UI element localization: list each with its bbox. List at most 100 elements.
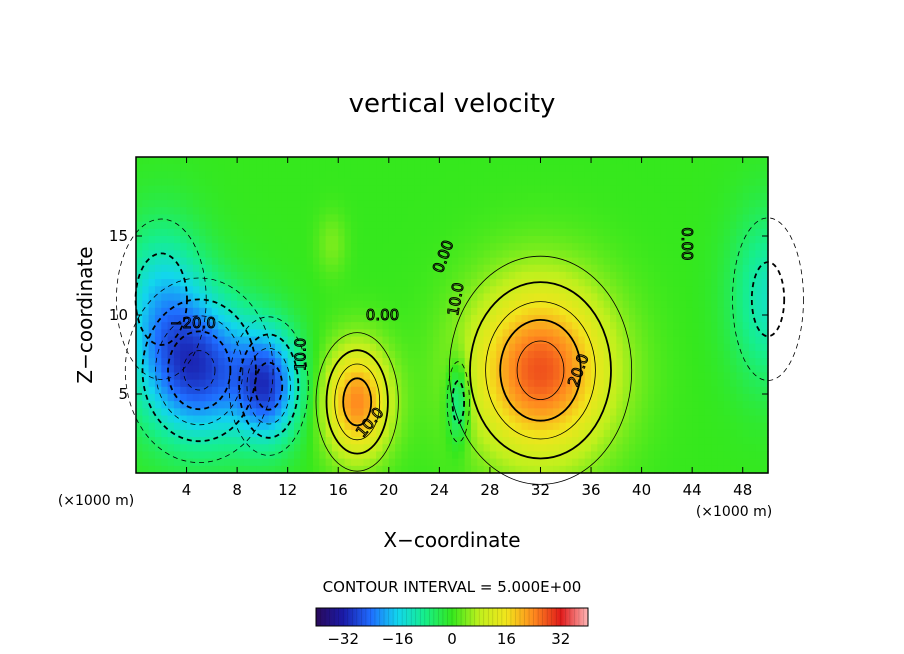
field-cell: [654, 422, 662, 431]
field-cell: [331, 178, 339, 187]
field-cell: [610, 444, 617, 453]
field-cell: [565, 236, 573, 244]
field-cell: [698, 200, 706, 208]
field-cell: [395, 171, 403, 180]
field-cell: [186, 372, 194, 381]
field-cell: [180, 458, 188, 467]
field-cell: [654, 408, 662, 417]
field-cell: [300, 379, 308, 388]
field-cell: [489, 315, 497, 323]
field-cell: [489, 200, 497, 208]
field-cell: [173, 264, 181, 273]
field-cell: [325, 329, 333, 338]
field-cell: [584, 264, 592, 273]
field-cell: [679, 185, 687, 194]
field-cell: [508, 465, 516, 474]
field-cell: [647, 286, 655, 295]
field-cell: [148, 200, 156, 208]
field-cell: [363, 271, 371, 280]
field-cell: [445, 465, 453, 474]
field-cell: [527, 343, 535, 352]
field-cell: [736, 372, 744, 381]
field-cell: [148, 264, 156, 273]
field-cell: [224, 336, 232, 345]
field-cell: [717, 300, 725, 309]
field-cell: [148, 379, 156, 388]
field-cell: [489, 264, 497, 273]
field-cell: [249, 192, 257, 201]
field-cell: [685, 365, 693, 374]
field-cell: [192, 458, 200, 467]
field-cell: [338, 365, 346, 374]
field-cell: [647, 465, 655, 474]
field-cell: [331, 329, 339, 338]
field-cell: [635, 214, 643, 223]
field-cell: [224, 307, 232, 316]
field-cell: [603, 315, 611, 323]
field-cell: [603, 386, 611, 395]
field-cell: [395, 157, 403, 165]
field-cell: [363, 350, 371, 359]
field-cell: [521, 207, 529, 216]
field-cell: [565, 372, 573, 381]
field-cell: [730, 422, 737, 431]
field-cell: [249, 422, 257, 431]
field-cell: [679, 221, 687, 230]
field-cell: [647, 437, 655, 445]
field-cell: [477, 279, 485, 287]
field-cell: [338, 257, 346, 266]
field-cell: [641, 329, 649, 338]
field-cell: [300, 429, 308, 438]
field-cell: [565, 315, 573, 323]
field-cell: [300, 465, 308, 474]
field-cell: [287, 322, 295, 330]
field-cell: [445, 178, 453, 187]
field-cell: [565, 221, 573, 230]
field-cell: [376, 271, 384, 280]
field-cell: [344, 343, 352, 352]
field-cell: [616, 164, 624, 172]
field-cell: [654, 236, 662, 244]
field-cell: [565, 178, 573, 187]
field-cell: [470, 250, 478, 259]
field-cell: [470, 286, 478, 295]
field-cell: [717, 236, 725, 244]
field-cell: [439, 185, 447, 194]
field-cell: [249, 200, 257, 208]
field-cell: [470, 192, 478, 201]
field-cell: [230, 171, 238, 180]
field-cell: [534, 286, 542, 295]
field-cell: [452, 171, 459, 180]
field-cell: [717, 322, 725, 330]
field-cell: [483, 228, 491, 237]
field-cell: [262, 386, 270, 395]
field-cell: [540, 214, 548, 223]
contour-line: [315, 332, 399, 472]
field-cell: [414, 379, 421, 388]
field-cell: [578, 236, 586, 244]
field-cell: [433, 200, 440, 208]
field-cell: [180, 279, 188, 287]
field-cell: [407, 372, 415, 381]
field-cell: [186, 157, 194, 165]
field-cell: [154, 315, 162, 323]
field-cell: [698, 171, 706, 180]
field-cell: [186, 200, 194, 208]
field-cell: [414, 279, 421, 287]
field-cell: [154, 372, 162, 381]
field-cell: [597, 236, 605, 244]
field-cell: [749, 343, 756, 352]
field-cell: [502, 322, 510, 330]
field-cell: [628, 458, 636, 467]
field-cell: [312, 365, 320, 374]
field-cell: [205, 271, 213, 280]
field-cell: [275, 228, 282, 237]
field-cell: [742, 264, 750, 273]
field-cell: [287, 451, 295, 460]
field-cell: [654, 336, 662, 345]
field-cell: [603, 293, 611, 302]
field-cell: [521, 336, 529, 345]
field-cell: [439, 437, 447, 445]
field-cell: [477, 178, 485, 187]
field-cell: [761, 178, 769, 187]
